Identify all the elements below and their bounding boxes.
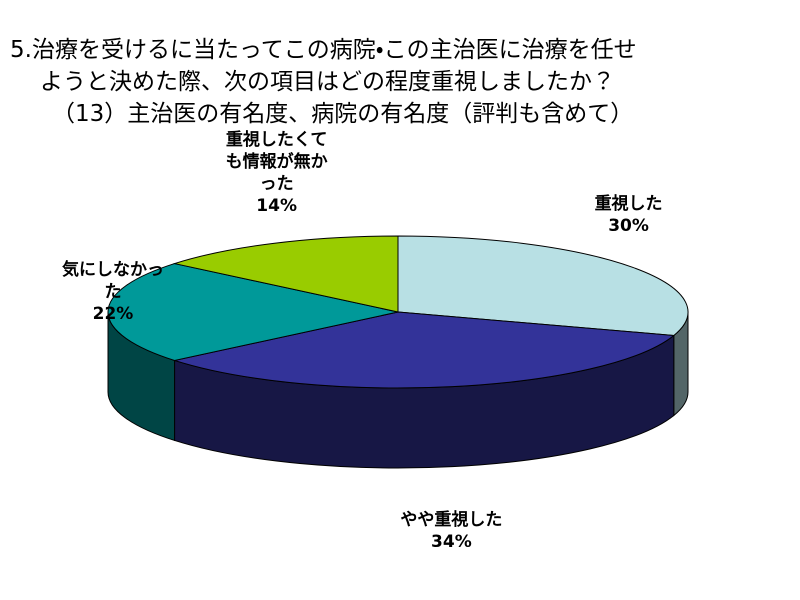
slice [107,263,399,361]
data-label: 34% [431,531,472,552]
category-label: やや重視した [400,509,503,530]
chart-title: 5.治療を受けるに当たってこの病院・この主治医に治療を任せ [10,37,637,63]
data-label-group: 気にしなかった 22% [58,259,168,325]
data-label-group: 重視したくても情報が無かった 14% [222,129,332,217]
data-label: 22% [92,304,134,324]
chart-title: ようと決めた際、次の項目はどの程度重視しましたか？ [40,69,615,95]
slice [172,311,676,389]
data-label: 30% [608,216,649,236]
slice [172,235,399,313]
chart-title: （13）主治医の有名度、病院の有名度（評判も含めて） [52,101,634,127]
category-label: 重視した [594,194,663,214]
category-label: 気にしなかった [62,260,164,302]
slice [397,235,689,337]
category-label: 重視したくても情報が無かった [225,130,328,195]
data-label-group: 重視した 30% [574,193,684,237]
data-label-group: やや重視した 34% [396,509,506,553]
data-label: 14% [256,196,297,217]
